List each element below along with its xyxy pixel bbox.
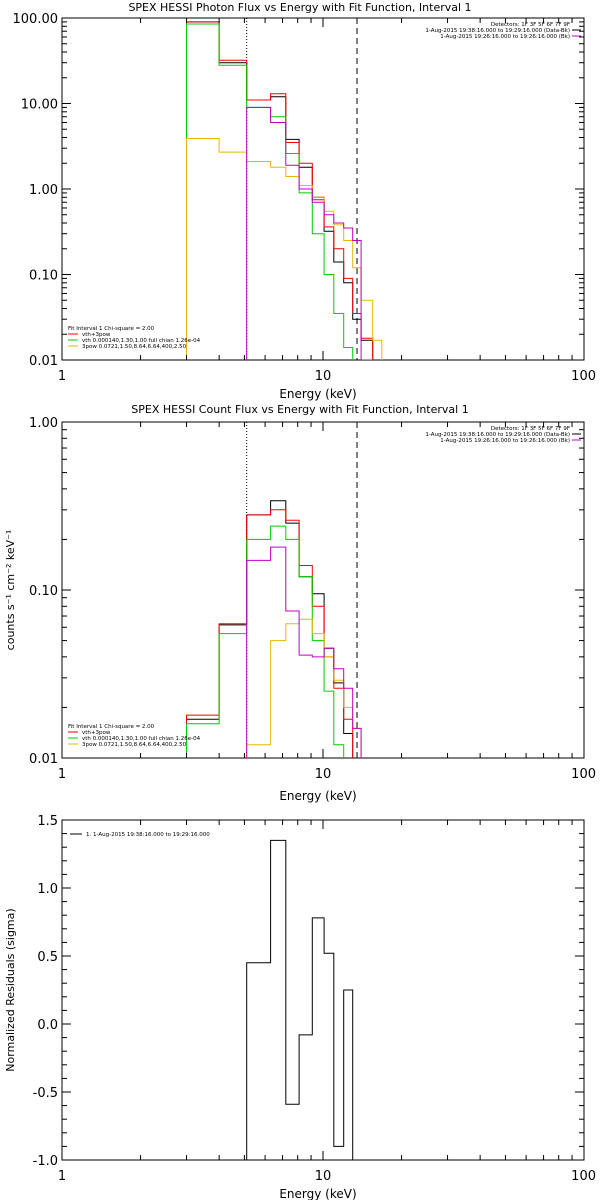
series-bk — [246, 546, 362, 758]
series-1-aug-2015-19-38-16-000-to-19-29-16-000 — [246, 839, 354, 1160]
x-axis-label: Energy (keV) — [279, 387, 356, 401]
x-axis-label: Energy (keV) — [279, 1187, 356, 1200]
chart-title: SPEX HESSI Count Flux vs Energy with Fit… — [131, 403, 468, 416]
y-tick-label: 1.00 — [29, 183, 58, 198]
series-3pow — [186, 138, 383, 360]
legend-entry: 1-Aug-2015 19:26:16.000 to 19:26:16.000 … — [440, 438, 570, 444]
y-tick-label: 0.10 — [29, 269, 58, 284]
y-tick-label: 10.00 — [21, 98, 58, 113]
legend-entry: Detectors: 1F 3F 5F 6F 7F 9F — [491, 426, 570, 432]
x-tick-label: 1 — [58, 767, 66, 782]
y-tick-label: 0.10 — [29, 584, 58, 599]
x-tick-label: 1 — [58, 1169, 66, 1184]
series-vth — [186, 525, 345, 758]
x-tick-label: 1 — [58, 369, 66, 384]
series-vth-3pow — [186, 509, 354, 758]
y-tick-label: -1.0 — [33, 1154, 58, 1169]
y-tick-label: 1.00 — [29, 416, 58, 431]
plot-frame — [61, 421, 585, 759]
y-tick-label: 0.01 — [29, 752, 58, 767]
plot-panel-2: 1 10 100 0.01 0.10 1.00 SPEX HESSI Count Flux … — [4, 403, 596, 803]
y-tick-label: 0.0 — [37, 1018, 58, 1033]
y-tick-label: 0.5 — [37, 950, 58, 965]
series-data-bk — [186, 21, 374, 360]
series-3pow — [246, 618, 362, 758]
legend-entry: vth+3pow — [82, 332, 111, 338]
legend-entry: vth 0.000140,1.30,1.00 full chian 1.26e-… — [82, 736, 201, 742]
x-tick-label: 100 — [571, 767, 596, 782]
legend-entry: vth 0.000140,1.30,1.00 full chian 1.26e-… — [82, 338, 201, 344]
plot-panel-3: 1 10 100 -1.0 -0.5 0.0 0.5 1.0 1.5 Energy (keV) No… — [4, 814, 596, 1200]
plot-area — [186, 422, 362, 758]
legend-entry: 3pow 0.0721,1.50,8.64,6.64,400,2.50 — [82, 344, 187, 350]
series-data-bk — [186, 500, 362, 758]
legend-entry: Detectors: 1F 3F 5F 6F 7F 9F — [491, 22, 570, 28]
plot-area — [186, 18, 383, 360]
plot-frame — [61, 17, 585, 361]
series-vth — [186, 23, 354, 360]
y-tick-label: 1.5 — [37, 814, 58, 829]
plot-area — [246, 839, 354, 1160]
series-bk — [246, 106, 373, 360]
chart-title: SPEX HESSI Photon Flux vs Energy with Fi… — [128, 1, 471, 14]
legend-entry: 1-Aug-2015 19:26:16.000 to 19:26:16.000 … — [440, 34, 570, 40]
y-axis-label: Normalized Residuals (sigma) — [4, 908, 17, 1071]
legend-entry: 1-Aug-2015 19:38:16.000 to 19:29:16.000 … — [425, 28, 570, 34]
x-axis-label: Energy (keV) — [279, 789, 356, 803]
legend-entry: 3pow 0.0721,1.50,8.64,6.64,400,2.50 — [82, 742, 187, 748]
y-axis-label: counts s⁻¹ cm⁻² keV⁻¹ — [4, 530, 17, 651]
legend-entry: 1-Aug-2015 19:38:16.000 to 19:29:16.000 … — [425, 432, 570, 438]
legend-entry: vth+3pow — [82, 730, 111, 736]
x-tick-label: 100 — [571, 1169, 596, 1184]
legend-entry: 1. 1-Aug-2015 19:38:16.000 to 19:29:16.0… — [86, 832, 210, 838]
plot-panel-1: 1 10 100 0.01 0.10 1.00 10.00 100.00 SPEX HESSI … — [13, 1, 597, 401]
y-tick-label: 0.01 — [29, 354, 58, 369]
y-tick-label: 1.0 — [37, 882, 58, 897]
legend-entry: Fit Interval 1 Chi-square = 2.00 — [68, 724, 155, 730]
legend-entry: Fit Interval 1 Chi-square = 2.00 — [68, 326, 155, 332]
plot-frame — [61, 819, 585, 1161]
x-tick-label: 10 — [315, 767, 332, 782]
series-vth-3pow — [186, 21, 374, 360]
x-tick-label: 100 — [571, 369, 596, 384]
x-tick-label: 10 — [315, 1169, 332, 1184]
y-tick-label: -0.5 — [33, 1086, 58, 1101]
y-tick-label: 100.00 — [13, 12, 59, 27]
x-tick-label: 10 — [315, 369, 332, 384]
